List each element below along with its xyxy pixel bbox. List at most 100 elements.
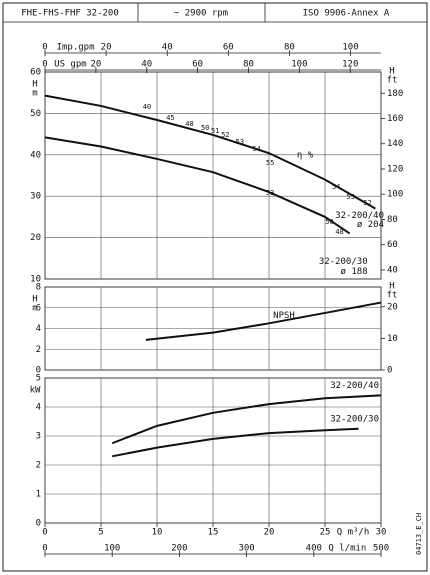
y-tick-label: 8 xyxy=(36,283,41,293)
y-tick-label: 60 xyxy=(30,68,41,78)
series-label: 32-200/40 xyxy=(335,211,384,221)
y2-axis-label: H xyxy=(389,282,394,292)
efficiency-label: 50 xyxy=(325,218,333,226)
footnote: 04713_E_CH xyxy=(415,513,423,555)
y2-tick-label: 180 xyxy=(387,89,403,99)
x-axis-label: Q m³/h xyxy=(337,528,370,538)
x2-tick-label: 80 xyxy=(243,60,254,70)
series-label: 32-200/30 xyxy=(330,414,379,424)
x2-tick-label: 0 xyxy=(42,60,47,70)
series-label: 32-200/30 xyxy=(319,257,368,267)
x-tick-label: 20 xyxy=(264,528,275,538)
y-tick-label: 2 xyxy=(36,345,41,355)
x2-tick-label: 500 xyxy=(373,544,389,554)
curve xyxy=(44,136,351,235)
y2-axis-label: H xyxy=(389,67,394,77)
y-axis-label: H xyxy=(32,80,37,90)
y-axis-label: m xyxy=(32,304,37,314)
efficiency-label: 51 xyxy=(211,127,219,135)
y-tick-label: 4 xyxy=(36,403,41,413)
y-axis-label: m xyxy=(32,89,37,99)
x2-tick-label: 0 xyxy=(42,544,47,554)
x-tick-label: 25 xyxy=(320,528,331,538)
y2-axis-label: ft xyxy=(387,291,398,301)
x2-tick-label: 60 xyxy=(192,60,203,70)
impeller-label: ø 204 xyxy=(357,220,384,230)
x2-axis-label: Q l/min xyxy=(328,544,366,554)
x2-tick-label: 400 xyxy=(306,544,322,554)
efficiency-label: 40 xyxy=(143,103,151,111)
y2-tick-label: 120 xyxy=(387,164,403,174)
efficiency-title: η % xyxy=(297,151,314,161)
y-tick-label: 30 xyxy=(30,192,41,202)
x2-tick-label: 20 xyxy=(90,60,101,70)
x2-tick-label: 100 xyxy=(291,60,307,70)
y-tick-label: 40 xyxy=(30,150,41,160)
x2-tick-label: 100 xyxy=(104,544,120,554)
curve xyxy=(111,394,382,445)
y2-tick-label: 10 xyxy=(387,334,398,344)
y2-tick-label: 40 xyxy=(387,265,398,275)
series-label: NPSH xyxy=(273,311,295,321)
curve xyxy=(145,301,382,341)
y-axis-label: H xyxy=(32,295,37,305)
efficiency-label: 52 xyxy=(221,131,229,139)
efficiency-label: 54 xyxy=(252,145,260,153)
efficiency-label: 45 xyxy=(166,114,174,122)
y-axis-label: kW xyxy=(30,386,41,396)
y-tick-label: 1 xyxy=(36,490,41,500)
y2-tick-label: 60 xyxy=(387,240,398,250)
x-tick-label: 15 xyxy=(208,528,219,538)
x2-axis-label: US gpm xyxy=(54,60,87,70)
header-cell: ISO 9906-Annex A xyxy=(303,9,390,19)
efficiency-label: 48 xyxy=(335,228,343,236)
y2-tick-label: 100 xyxy=(387,190,403,200)
x2-tick-label: 80 xyxy=(284,43,295,53)
y-tick-label: 3 xyxy=(36,432,41,442)
x2-tick-label: 40 xyxy=(141,60,152,70)
efficiency-label: 53 xyxy=(266,189,274,197)
y-tick-label: 50 xyxy=(30,109,41,119)
y2-tick-label: 20 xyxy=(387,302,398,312)
curve xyxy=(44,94,376,210)
efficiency-label: 54 xyxy=(332,183,340,191)
y-tick-label: 10 xyxy=(30,275,41,285)
header-cell: FHE-FHS-FHF 32-200 xyxy=(21,9,119,19)
x2-tick-label: 100 xyxy=(342,43,358,53)
y2-tick-label: 80 xyxy=(387,215,398,225)
efficiency-label: 50 xyxy=(201,124,209,132)
y2-axis-label: ft xyxy=(387,76,398,86)
x-tick-label: 0 xyxy=(42,528,47,538)
y2-tick-label: 0 xyxy=(387,366,392,376)
efficiency-label: 53 xyxy=(236,138,244,146)
y-tick-label: 6 xyxy=(36,303,41,313)
y-tick-label: 5 xyxy=(36,374,41,384)
x2-tick-label: 0 xyxy=(42,43,47,53)
y-tick-label: 4 xyxy=(36,324,41,334)
header-cell: ~ 2900 rpm xyxy=(174,9,228,19)
efficiency-label: 53 xyxy=(347,193,355,201)
y-tick-label: 20 xyxy=(30,233,41,243)
x2-tick-label: 200 xyxy=(171,544,187,554)
x-tick-label: 5 xyxy=(98,528,103,538)
x2-tick-label: 40 xyxy=(162,43,173,53)
x2-tick-label: 20 xyxy=(101,43,112,53)
efficiency-label: 55 xyxy=(266,159,274,167)
curve xyxy=(112,427,359,458)
efficiency-label: 48 xyxy=(185,120,193,128)
x-tick-label: 30 xyxy=(376,528,387,538)
efficiency-label: 52 xyxy=(363,199,371,207)
y-tick-label: 0 xyxy=(36,519,41,529)
x2-tick-label: 300 xyxy=(238,544,254,554)
y-tick-label: 0 xyxy=(36,366,41,376)
impeller-label: ø 188 xyxy=(341,267,368,277)
x2-axis-label: Imp.gpm xyxy=(57,43,95,53)
x-tick-label: 10 xyxy=(152,528,163,538)
x2-tick-label: 120 xyxy=(342,60,358,70)
y2-tick-label: 160 xyxy=(387,114,403,124)
y2-tick-label: 140 xyxy=(387,139,403,149)
series-label: 32-200/40 xyxy=(330,381,379,391)
y-tick-label: 2 xyxy=(36,461,41,471)
